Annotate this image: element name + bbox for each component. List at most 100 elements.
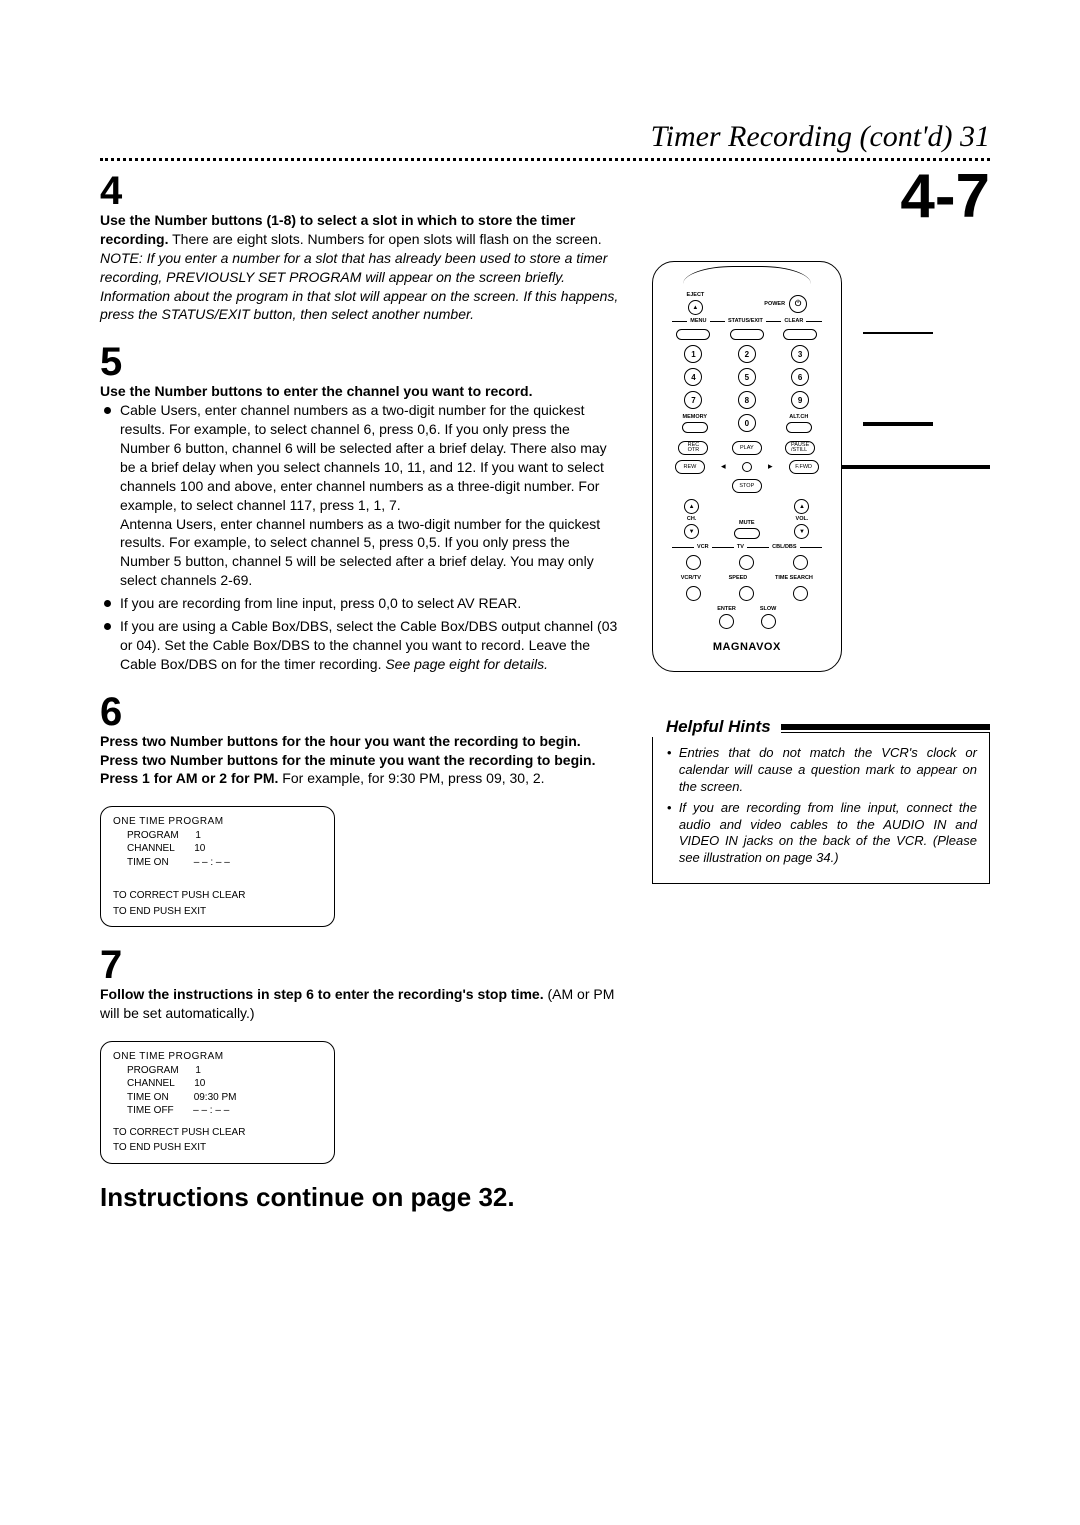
power-button: ⏻ bbox=[789, 295, 807, 313]
step-5-body: Use the Number buttons to enter the chan… bbox=[100, 382, 622, 673]
slow-label: SLOW bbox=[760, 606, 777, 612]
osd2-r1a: PROGRAM bbox=[127, 1065, 179, 1076]
step-5-bullet-1: Cable Users, enter channel numbers as a … bbox=[100, 401, 622, 590]
tv-button bbox=[739, 555, 754, 570]
num-6-button: 6 bbox=[791, 368, 809, 386]
memory-label: MEMORY bbox=[683, 414, 708, 420]
enter-button bbox=[719, 614, 734, 629]
osd2-r1b: 1 bbox=[195, 1065, 201, 1076]
ch-label: CH. bbox=[687, 516, 696, 522]
vcr-label: VCR bbox=[697, 544, 709, 550]
step-4-number: 4 bbox=[100, 171, 622, 211]
speed-label: SPEED bbox=[729, 575, 748, 581]
step-4-note: NOTE: If you enter a number for a slot t… bbox=[100, 249, 622, 325]
step-5-b3-italic: See page eight for details. bbox=[385, 656, 548, 672]
brand-logo: MAGNAVOX bbox=[663, 641, 831, 653]
mute-button bbox=[734, 528, 760, 539]
pause-still-button: PAUSE /STILL bbox=[785, 441, 815, 455]
continue-text: Instructions continue on page 32. bbox=[100, 1182, 622, 1213]
eject-button: ▲ bbox=[688, 300, 703, 315]
hints-title-bar bbox=[781, 724, 990, 730]
power-icon: ⏻ bbox=[795, 299, 801, 309]
osd1-header: ONE TIME PROGRAM bbox=[113, 815, 322, 829]
osd1-r1b: 1 bbox=[195, 830, 201, 841]
osd2-f2: TO END PUSH EXIT bbox=[113, 1139, 322, 1155]
remote-side-bar bbox=[841, 465, 990, 469]
vol-label: VOL. bbox=[796, 516, 809, 522]
helpful-hints-box: Helpful Hints Entries that do not match … bbox=[652, 732, 990, 884]
timesearch-label: TIME SEARCH bbox=[775, 575, 813, 581]
vcrtv-button bbox=[686, 586, 701, 601]
ch-down-button: ▼ bbox=[684, 524, 699, 539]
num-1-button: 1 bbox=[684, 345, 702, 363]
step-5-number: 5 bbox=[100, 342, 622, 382]
step-4-rest: There are eight slots. Numbers for open … bbox=[168, 231, 601, 247]
osd1-r2a: CHANNEL bbox=[127, 843, 175, 854]
osd1-f2: TO END PUSH EXIT bbox=[113, 903, 322, 919]
num-9-button: 9 bbox=[791, 391, 809, 409]
clear-button bbox=[783, 329, 817, 340]
speed-button bbox=[739, 586, 754, 601]
hint-1: Entries that do not match the VCR's cloc… bbox=[665, 745, 977, 796]
step-7-number: 7 bbox=[100, 945, 622, 985]
menu-button bbox=[676, 329, 710, 340]
osd1-r3a: TIME ON bbox=[127, 857, 169, 868]
hints-title: Helpful Hints bbox=[652, 717, 781, 737]
left-arrow-icon: ◀ bbox=[721, 464, 725, 470]
instructions-column: 4 Use the Number buttons (1-8) to select… bbox=[100, 171, 622, 1213]
step-5-bullet-2: If you are recording from line input, pr… bbox=[100, 594, 622, 613]
ffwd-button: F.FWD bbox=[789, 460, 819, 474]
center-dot bbox=[742, 462, 752, 472]
callout-line-2 bbox=[863, 422, 933, 426]
vcrtv-label: VCR/TV bbox=[681, 575, 701, 581]
callout-line-1 bbox=[863, 332, 933, 334]
step-7-body: Follow the instructions in step 6 to ent… bbox=[100, 985, 622, 1023]
tv-label: TV bbox=[737, 544, 744, 550]
num-5-button: 5 bbox=[738, 368, 756, 386]
altch-button bbox=[786, 422, 812, 433]
osd1-f1: TO CORRECT PUSH CLEAR bbox=[113, 887, 322, 903]
num-2-button: 2 bbox=[738, 345, 756, 363]
menu-label: MENU bbox=[690, 318, 706, 324]
statusexit-button bbox=[730, 329, 764, 340]
memory-button bbox=[682, 422, 708, 433]
step-6-body: Press two Number buttons for the hour yo… bbox=[100, 732, 622, 789]
clear-label: CLEAR bbox=[784, 318, 803, 324]
vol-up-button: ▲ bbox=[794, 499, 809, 514]
play-button: PLAY bbox=[732, 441, 762, 455]
eject-label: EJECT bbox=[687, 292, 705, 298]
dotted-divider bbox=[100, 158, 990, 161]
right-column: 4-7 EJECT▲ POWER⏻ MENU STATUS/EXIT CLEAR bbox=[652, 171, 990, 1213]
statusexit-label: STATUS/EXIT bbox=[728, 318, 763, 324]
rew-button: REW bbox=[675, 460, 705, 474]
num-0-button: 0 bbox=[738, 414, 756, 432]
cbl-label: CBL/DBS bbox=[772, 544, 796, 550]
osd2-r3a: TIME ON bbox=[127, 1092, 169, 1103]
step-range: 4-7 bbox=[900, 161, 990, 232]
step-7-bold: Follow the instructions in step 6 to ent… bbox=[100, 986, 544, 1002]
power-label: POWER bbox=[764, 301, 785, 307]
osd-screen-1: ONE TIME PROGRAM PROGRAM 1 CHANNEL 10 TI… bbox=[100, 806, 335, 927]
hint-2: If you are recording from line input, co… bbox=[665, 800, 977, 868]
osd1-r3b: – – : – – bbox=[194, 857, 230, 868]
osd2-f1: TO CORRECT PUSH CLEAR bbox=[113, 1124, 322, 1140]
mute-label: MUTE bbox=[739, 520, 755, 526]
num-3-button: 3 bbox=[791, 345, 809, 363]
step-4-body: Use the Number buttons (1-8) to select a… bbox=[100, 211, 622, 324]
osd2-header: ONE TIME PROGRAM bbox=[113, 1050, 322, 1064]
cbl-button bbox=[793, 555, 808, 570]
page-header-title: Timer Recording (cont'd) 31 bbox=[100, 120, 990, 154]
step-5-bullet-3: If you are using a Cable Box/DBS, select… bbox=[100, 617, 622, 674]
num-4-button: 4 bbox=[684, 368, 702, 386]
remote-control-illustration: EJECT ▲ POWER ⏻ MENU STATUS/EXIT CLEAR 1 2 3… bbox=[652, 261, 842, 672]
osd2-r2b: 10 bbox=[194, 1078, 205, 1089]
right-arrow-icon: ▶ bbox=[768, 464, 772, 470]
step-5-bold: Use the Number buttons to enter the chan… bbox=[100, 383, 533, 399]
stop-button: STOP bbox=[732, 479, 762, 493]
step-6-rest: For example, for 9:30 PM, press 09, 30, … bbox=[278, 770, 544, 786]
remote-ir-window bbox=[683, 266, 811, 284]
enter-label: ENTER bbox=[717, 606, 736, 612]
step-5-b1a: Cable Users, enter channel numbers as a … bbox=[120, 402, 607, 512]
step-6-number: 6 bbox=[100, 692, 622, 732]
num-8-button: 8 bbox=[738, 391, 756, 409]
